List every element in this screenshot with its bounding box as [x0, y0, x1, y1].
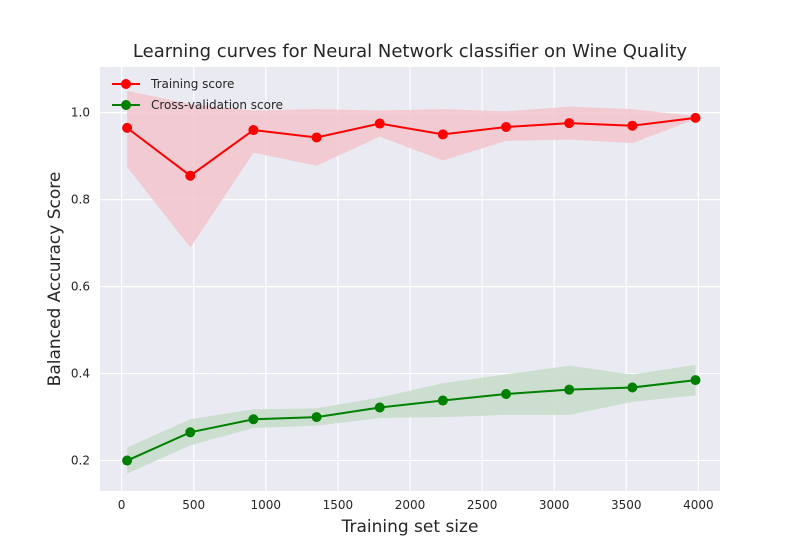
y-tick-label: 1.0 [71, 106, 90, 120]
data-point [690, 375, 701, 386]
data-point [564, 118, 575, 129]
data-point [248, 125, 259, 136]
x-axis-ticks: 0 500 1000 1500 2000 2500 3000 3500 4000 [118, 498, 714, 512]
x-tick-label: 1500 [323, 498, 354, 512]
data-point [437, 395, 448, 406]
data-point [248, 414, 259, 425]
x-tick-label: 1000 [251, 498, 282, 512]
data-point [501, 122, 512, 133]
chart-title: Learning curves for Neural Network class… [133, 41, 687, 62]
series-points [122, 112, 701, 466]
x-axis-label: Training set size [341, 517, 479, 537]
legend: Training score Cross-validation score [112, 77, 283, 112]
data-point [374, 402, 385, 413]
y-axis-ticks: 0.2 0.4 0.6 0.8 1.0 [71, 106, 90, 468]
data-point [627, 120, 638, 131]
y-tick-label: 0.8 [71, 193, 90, 207]
data-point [185, 170, 196, 181]
data-point [311, 412, 322, 423]
x-tick-label: 3500 [611, 498, 642, 512]
legend-label: Training score [150, 77, 234, 91]
y-tick-label: 0.2 [71, 454, 90, 468]
data-point [437, 129, 448, 140]
confidence-band-cross-validation [127, 364, 696, 474]
legend-marker [121, 79, 131, 89]
data-point [690, 112, 701, 123]
y-tick-label: 0.6 [71, 280, 90, 294]
data-point [122, 455, 133, 466]
data-point [564, 384, 575, 395]
x-tick-label: 2000 [395, 498, 426, 512]
series-lines [126, 116, 696, 462]
x-tick-label: 2500 [467, 498, 498, 512]
data-point [627, 382, 638, 393]
x-tick-label: 500 [182, 498, 205, 512]
data-point [185, 427, 196, 438]
x-tick-label: 3000 [539, 498, 570, 512]
x-tick-label: 0 [118, 498, 126, 512]
legend-label: Cross-validation score [151, 98, 283, 112]
y-axis-label: Balanced Accuracy Score [45, 172, 65, 387]
series-line-training [126, 116, 696, 177]
legend-marker [121, 100, 131, 110]
x-tick-label: 4000 [683, 498, 714, 512]
data-point [374, 118, 385, 129]
series-line-cross-validation [126, 379, 696, 462]
data-point [501, 389, 512, 400]
data-point [311, 132, 322, 143]
confidence-bands [127, 90, 696, 474]
confidence-band-training [127, 90, 696, 248]
y-tick-label: 0.4 [71, 367, 90, 381]
data-point [122, 122, 133, 133]
